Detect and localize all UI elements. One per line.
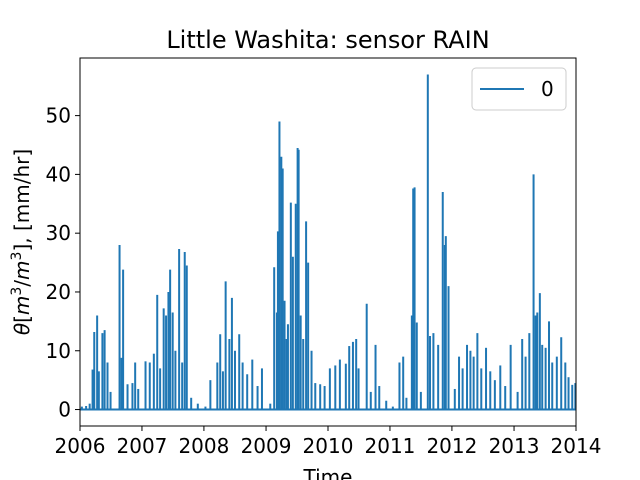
y-label-rest: ], [mm/hr] xyxy=(10,149,34,252)
y-tick-label: 20 xyxy=(46,280,71,304)
y-label-slash: / xyxy=(10,280,34,287)
x-tick-label: 2011 xyxy=(365,434,416,458)
x-tick-label: 2013 xyxy=(489,434,540,458)
x-tick-label: 2008 xyxy=(178,434,229,458)
x-tick-label: 2009 xyxy=(241,434,292,458)
y-tick-label: 40 xyxy=(46,162,71,186)
plot-area xyxy=(79,57,577,427)
y-tick-label: 30 xyxy=(46,221,71,245)
x-axis-label: Time xyxy=(303,465,353,480)
series-0 xyxy=(80,74,577,411)
x-tick-label: 2012 xyxy=(426,434,477,458)
plot-background xyxy=(80,58,576,426)
y-label-m2: m xyxy=(10,260,34,279)
y-label-theta: θ xyxy=(10,323,34,335)
y-tick-label: 10 xyxy=(46,339,71,363)
legend: 0 xyxy=(471,67,567,111)
y-axis-ticks: 0 10 20 30 40 50 xyxy=(46,104,80,422)
chart-title: Little Washita: sensor RAIN xyxy=(166,26,489,54)
y-label-m1: m xyxy=(10,296,34,315)
x-tick-label: 2006 xyxy=(55,434,106,458)
x-tick-label: 2010 xyxy=(303,434,354,458)
y-label-open: [ xyxy=(10,315,34,323)
x-axis-ticks: 2006 2007 2008 2009 2010 2011 2012 2013 2014 xyxy=(55,426,602,458)
y-axis-label: θ[m3/m3], [mm/hr] xyxy=(9,149,34,335)
x-tick-label: 2014 xyxy=(551,434,602,458)
y-label-exp1: 3 xyxy=(9,287,25,296)
legend-label: 0 xyxy=(541,77,554,101)
x-tick-label: 2007 xyxy=(117,434,168,458)
y-tick-label: 0 xyxy=(58,398,71,422)
y-tick-label: 50 xyxy=(46,104,71,128)
y-label-exp2: 3 xyxy=(9,252,25,261)
series-group xyxy=(80,74,577,411)
